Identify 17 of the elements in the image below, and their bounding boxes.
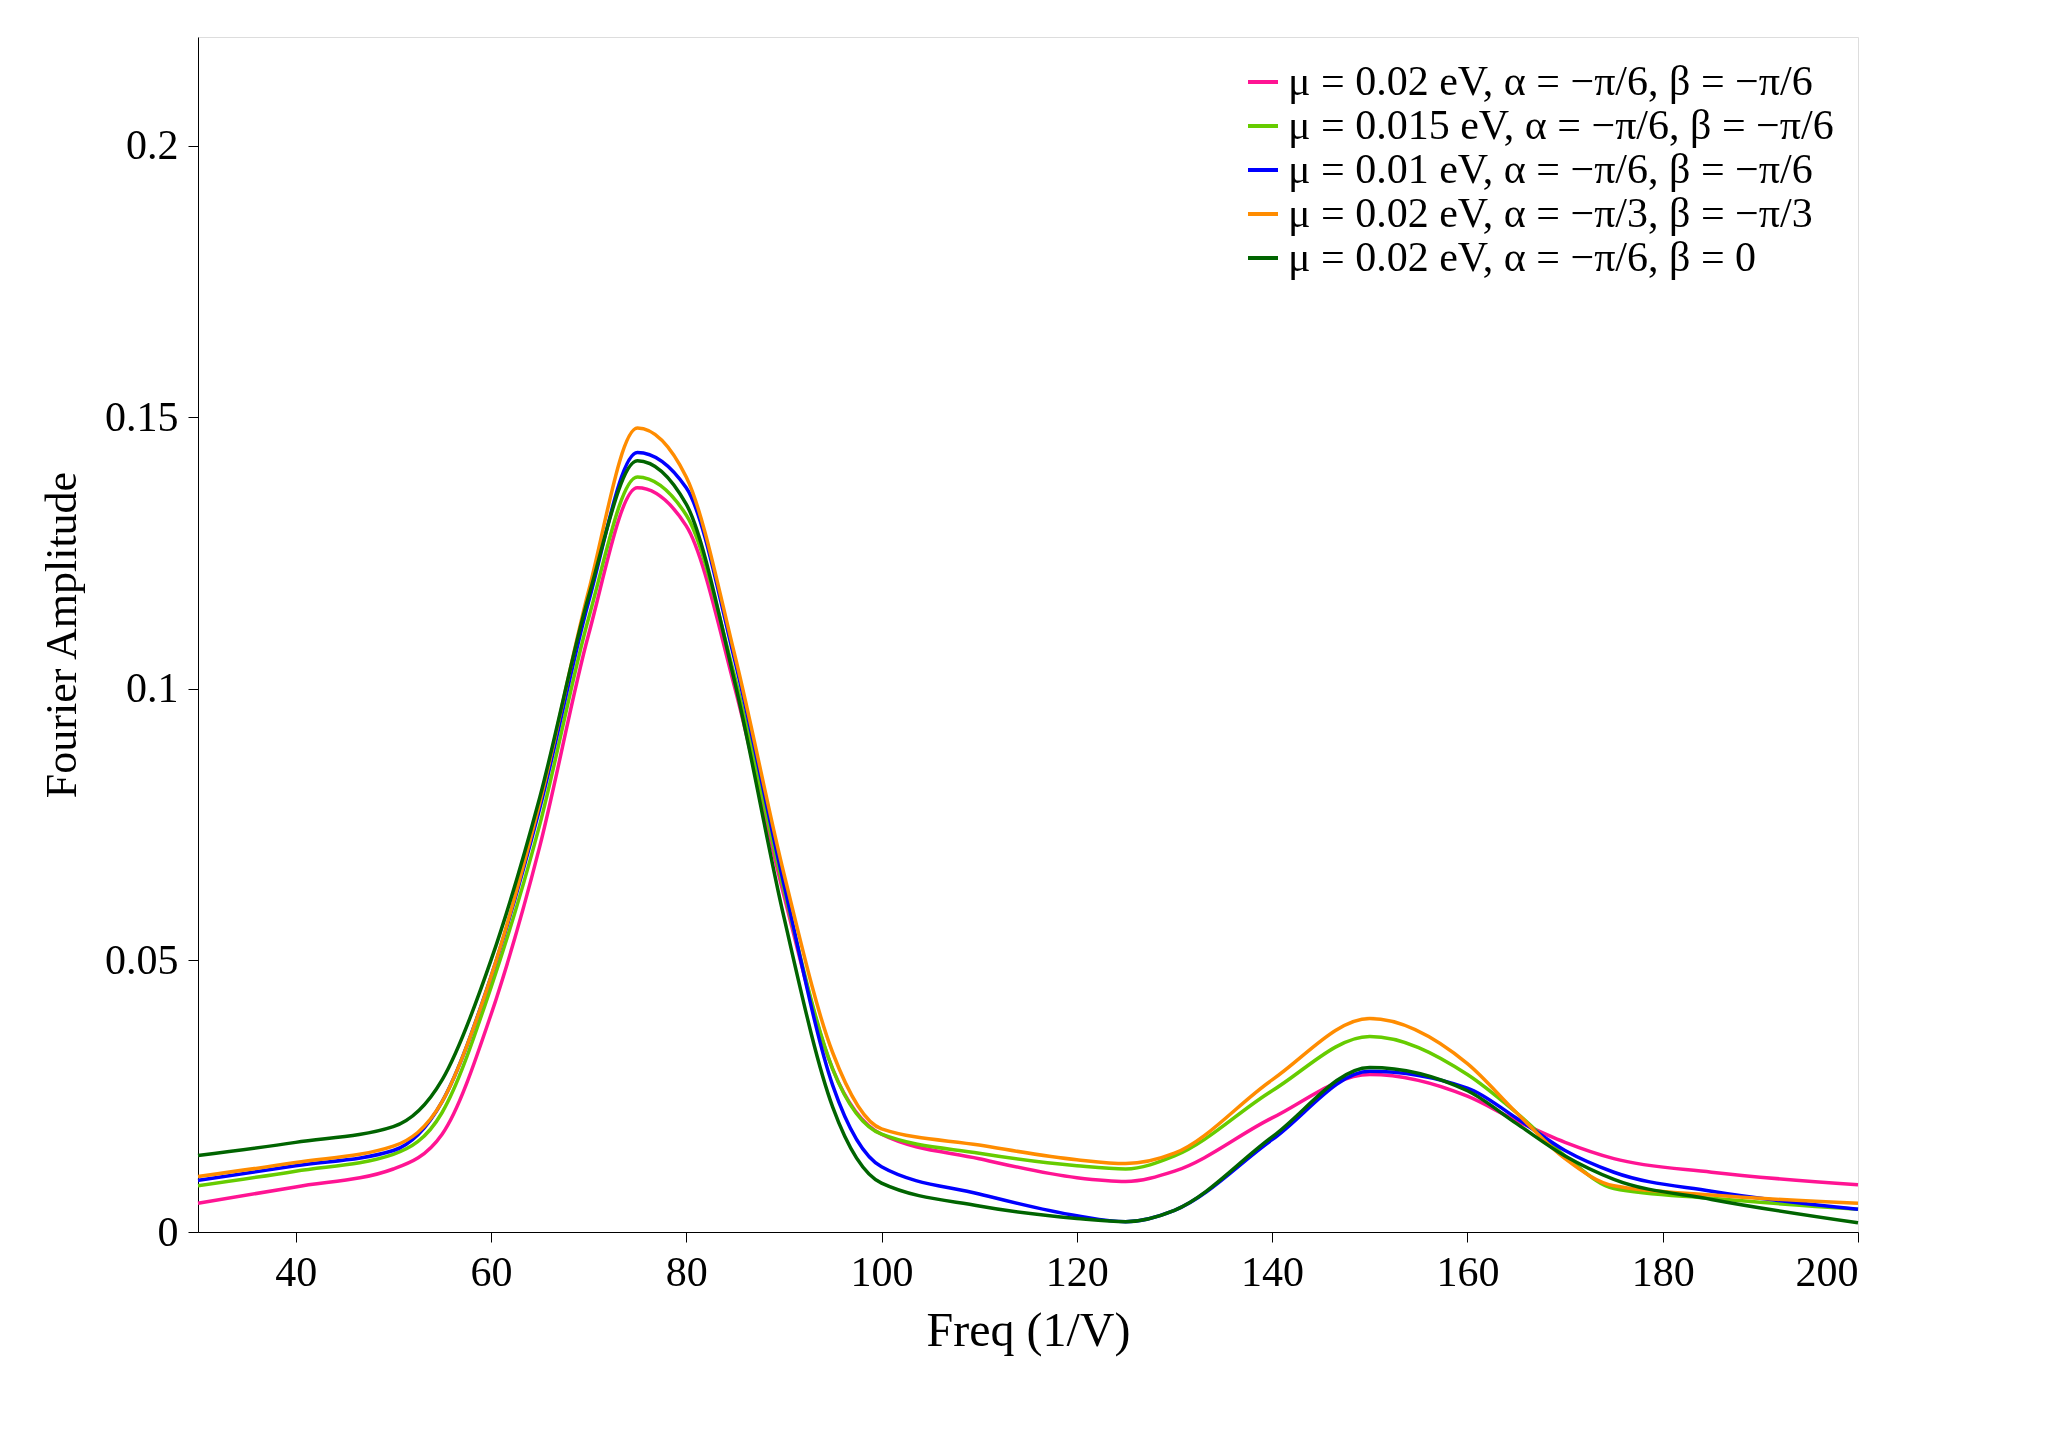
y-tick-label: 0.15: [105, 393, 179, 440]
x-tick-label: 140: [1241, 1248, 1305, 1295]
x-tick-label: 80: [665, 1248, 708, 1295]
x-tick-label: 100: [850, 1248, 914, 1295]
y-tick-label: 0.05: [105, 936, 179, 983]
x-tick-label: 180: [1631, 1248, 1695, 1295]
x-tick-label: 120: [1045, 1248, 1109, 1295]
y-tick-label: 0.1: [126, 665, 179, 712]
x-tick-label: 60: [470, 1248, 513, 1295]
legend-label: μ = 0.02 eV, α = −π/6, β = −π/6: [1288, 58, 1813, 104]
x-tick-label: 160: [1436, 1248, 1500, 1295]
y-axis-title: Fourier Amplitude: [37, 471, 86, 799]
y-tick-label: 0.2: [126, 122, 179, 169]
x-axis-title: Freq (1/V): [926, 1302, 1131, 1357]
x-tick-label: 200: [1795, 1248, 1859, 1295]
y-tick-label: 0: [157, 1208, 179, 1255]
x-tick-label: 40: [275, 1248, 318, 1295]
